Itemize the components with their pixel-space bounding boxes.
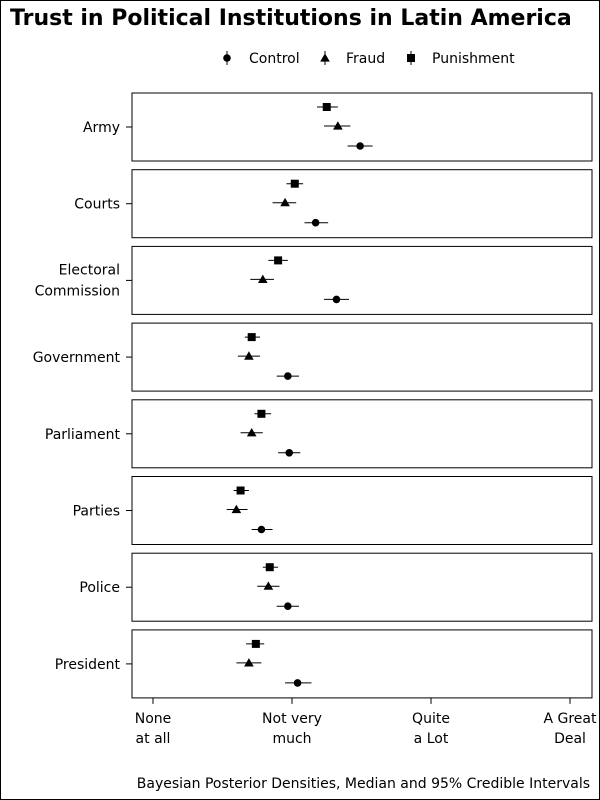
legend-key-control-marker xyxy=(223,54,231,62)
x-axis: None at all Not very much Quite a Lot A Great D… xyxy=(135,697,597,747)
x-tick-label-2-line1: Not very xyxy=(262,711,322,727)
panel-government: Government xyxy=(33,322,593,392)
point-parties-punishment xyxy=(236,486,245,495)
point-president-fraud xyxy=(244,658,254,667)
point-courts-punishment xyxy=(290,179,299,188)
panel-border xyxy=(131,169,593,239)
y-tick-label-electoral-commission-line2: Commission xyxy=(35,283,120,299)
y-tick-label-parties: Parties xyxy=(73,504,120,520)
panel-parliament: Parliament xyxy=(45,399,593,469)
point-parties-fraud xyxy=(231,504,242,514)
legend-label-control: Control xyxy=(249,51,300,67)
point-president-punishment xyxy=(251,639,260,648)
panel-courts: Courts xyxy=(74,169,593,239)
panel-border xyxy=(131,399,593,469)
point-electoral-commission-punishment xyxy=(274,256,283,265)
point-courts-control xyxy=(311,218,320,227)
panel-president: President xyxy=(55,629,593,699)
panel-border xyxy=(131,245,593,315)
x-tick-label-3-line2: a Lot xyxy=(414,731,449,747)
point-army-control xyxy=(356,142,364,150)
point-electoral-commission-control xyxy=(332,295,341,304)
legend-label-punishment: Punishment xyxy=(432,51,515,67)
point-electoral-commission-fraud xyxy=(258,274,268,283)
y-tick-label-police: Police xyxy=(79,580,120,596)
x-tick-label-3-line1: Quite xyxy=(412,711,450,727)
x-tick-label-1-line2: at all xyxy=(136,731,171,747)
legend-key-fraud-marker xyxy=(320,53,330,62)
chart-caption: Bayesian Posterior Densities, Median and… xyxy=(137,776,590,792)
x-tick-label-4-line2: Deal xyxy=(554,731,586,747)
point-government-punishment xyxy=(247,333,256,342)
y-tick-label-government: Government xyxy=(33,350,121,366)
legend-label-fraud: Fraud xyxy=(346,51,385,67)
point-army-fraud xyxy=(333,121,343,130)
point-parliament-fraud xyxy=(246,428,257,437)
panel-electoral-commission: Electoral Commission xyxy=(35,245,593,315)
point-police-fraud xyxy=(263,581,274,590)
x-tick-label-4-line1: A Great xyxy=(543,711,597,727)
panel-border xyxy=(131,322,593,392)
point-police-punishment xyxy=(265,563,274,572)
point-government-control xyxy=(284,372,292,380)
panel-border xyxy=(131,552,593,622)
legend-key-punishment-marker xyxy=(407,54,415,62)
panel-border xyxy=(131,629,593,699)
panels: Army Courts Electoral Commission Government P… xyxy=(33,92,593,699)
point-courts-fraud xyxy=(280,197,290,207)
x-tick-label-1-line1: None xyxy=(135,711,172,727)
panel-border xyxy=(131,476,593,545)
point-parties-control xyxy=(257,525,266,534)
legend: Control Fraud Punishment xyxy=(223,51,515,67)
point-parliament-punishment xyxy=(257,409,266,418)
chart-title: Trust in Political Institutions in Latin… xyxy=(10,6,572,31)
panel-border xyxy=(131,92,593,162)
y-tick-label-president: President xyxy=(55,657,121,673)
y-tick-label-parliament: Parliament xyxy=(45,427,121,443)
panel-police: Police xyxy=(79,552,593,622)
point-parliament-control xyxy=(285,449,294,457)
point-army-punishment xyxy=(322,103,331,111)
y-tick-label-electoral-commission-line1: Electoral xyxy=(59,262,120,278)
y-tick-label-army: Army xyxy=(83,120,120,136)
panel-army: Army xyxy=(83,92,593,162)
point-police-control xyxy=(284,602,292,610)
panel-parties: Parties xyxy=(73,476,593,545)
y-tick-label-courts: Courts xyxy=(74,197,120,213)
point-government-fraud xyxy=(244,351,254,360)
x-tick-label-2-line2: much xyxy=(272,731,311,747)
point-president-control xyxy=(293,679,302,687)
